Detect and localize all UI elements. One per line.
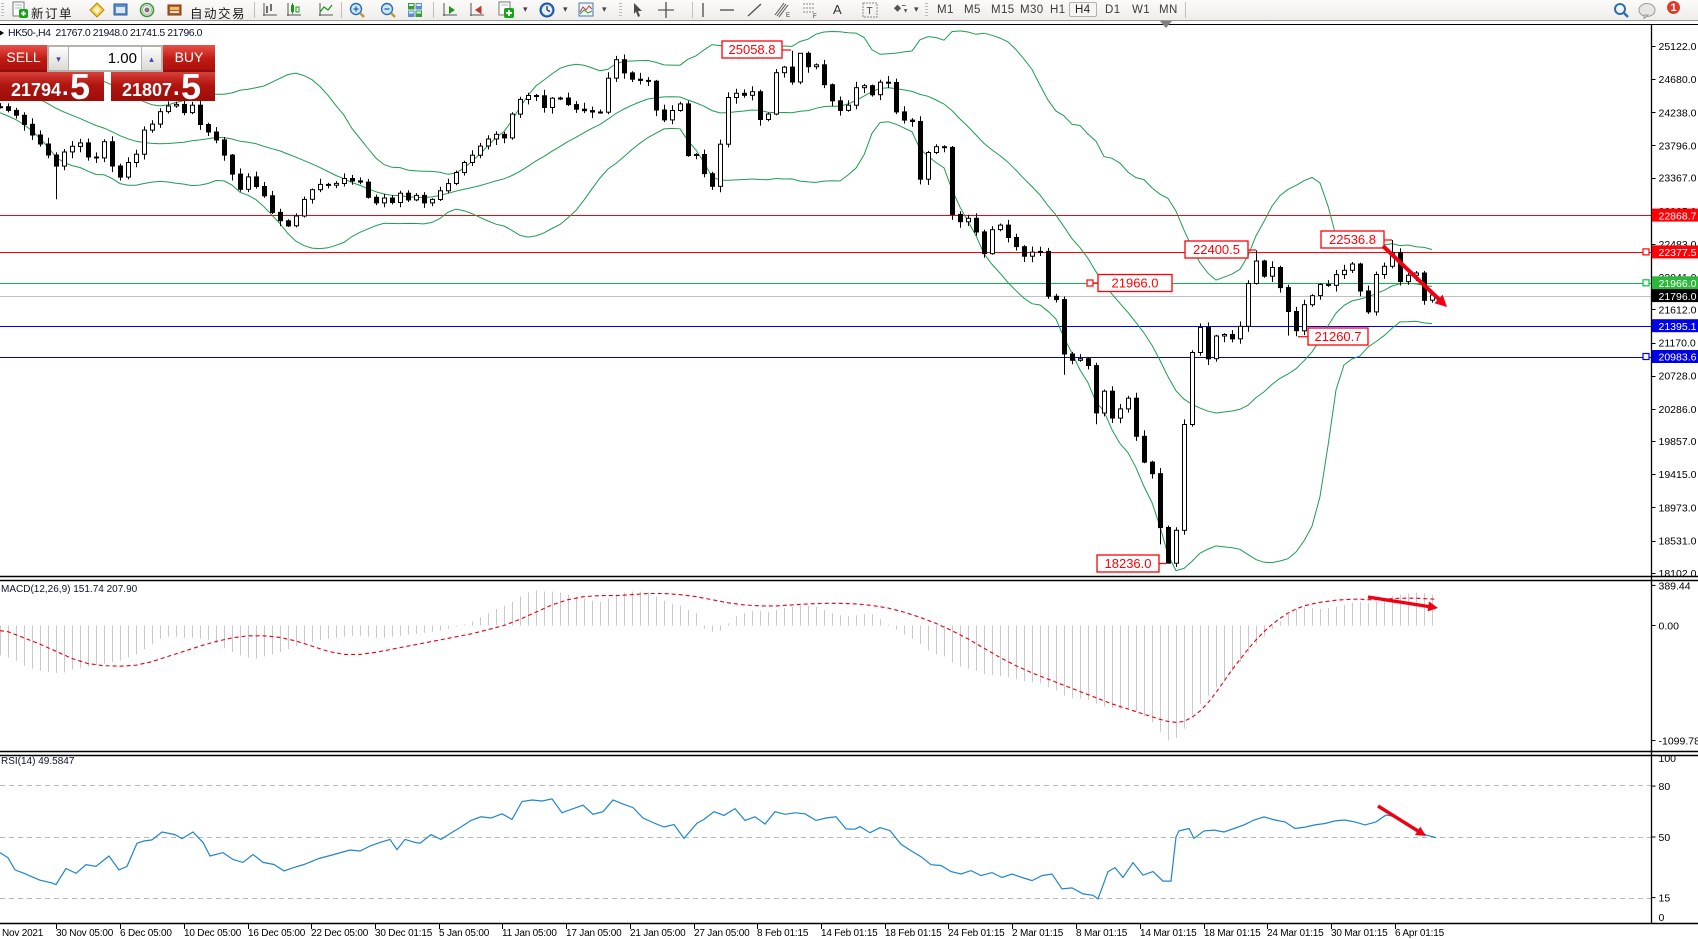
svg-text:30 Nov 05:00: 30 Nov 05:00 [56, 928, 114, 939]
svg-text:18531.0: 18531.0 [1659, 536, 1697, 548]
svg-text:-1099.78: -1099.78 [1659, 736, 1698, 748]
svg-text:20286.0: 20286.0 [1659, 404, 1697, 416]
svg-text:18 Mar 01:15: 18 Mar 01:15 [1204, 928, 1261, 939]
svg-text:50: 50 [1659, 832, 1671, 844]
svg-text:5 Jan 05:00: 5 Jan 05:00 [439, 928, 490, 939]
svg-text:389.44: 389.44 [1659, 580, 1691, 592]
svg-text:22377.5: 22377.5 [1659, 247, 1697, 259]
svg-text:100: 100 [1659, 753, 1677, 765]
svg-text:20983.6: 20983.6 [1659, 352, 1697, 364]
svg-text:8 Feb 01:15: 8 Feb 01:15 [757, 928, 809, 939]
svg-text:24238.0: 24238.0 [1659, 107, 1697, 119]
svg-text:21395.1: 21395.1 [1659, 321, 1697, 333]
svg-text:80: 80 [1659, 781, 1671, 793]
svg-text:17 Jan 05:00: 17 Jan 05:00 [566, 928, 622, 939]
svg-text:27 Jan 05:00: 27 Jan 05:00 [694, 928, 750, 939]
svg-text:22400.5: 22400.5 [1193, 242, 1240, 257]
svg-text:21260.7: 21260.7 [1315, 329, 1362, 344]
svg-text:16 Dec 05:00: 16 Dec 05:00 [248, 928, 306, 939]
svg-text:18102.0: 18102.0 [1659, 568, 1697, 580]
svg-text:18 Feb 01:15: 18 Feb 01:15 [885, 928, 942, 939]
svg-text:25058.8: 25058.8 [729, 42, 776, 57]
svg-text:21170.0: 21170.0 [1659, 338, 1696, 350]
svg-text:18236.0: 18236.0 [1105, 556, 1152, 571]
svg-text:30 Mar 01:15: 30 Mar 01:15 [1331, 928, 1388, 939]
svg-text:21796.0: 21796.0 [1659, 291, 1697, 303]
svg-text:14 Feb 01:15: 14 Feb 01:15 [821, 928, 878, 939]
svg-text:23796.0: 23796.0 [1659, 141, 1697, 153]
svg-text:14 Mar 01:15: 14 Mar 01:15 [1140, 928, 1197, 939]
svg-text:E: E [786, 13, 790, 19]
svg-text:4 Nov 2021: 4 Nov 2021 [0, 928, 44, 939]
svg-text:24 Mar 01:15: 24 Mar 01:15 [1267, 928, 1324, 939]
svg-text:F: F [813, 14, 817, 19]
svg-text:25122.0: 25122.0 [1659, 41, 1697, 53]
svg-text:19857.0: 19857.0 [1659, 436, 1697, 448]
svg-text:0.00: 0.00 [1659, 621, 1680, 633]
svg-text:21966.0: 21966.0 [1659, 278, 1697, 290]
svg-text:6 Apr 01:15: 6 Apr 01:15 [1395, 928, 1445, 939]
svg-text:11 Jan 05:00: 11 Jan 05:00 [502, 928, 557, 939]
svg-text:8 Mar 01:15: 8 Mar 01:15 [1076, 928, 1128, 939]
svg-text:15: 15 [1659, 893, 1671, 905]
svg-text:19415.0: 19415.0 [1659, 469, 1697, 481]
svg-text:30 Dec 01:15: 30 Dec 01:15 [375, 928, 433, 939]
svg-text:2 Mar 01:15: 2 Mar 01:15 [1012, 928, 1064, 939]
svg-text:RSI(14) 49.5847: RSI(14) 49.5847 [1, 756, 75, 767]
svg-text:6 Dec 05:00: 6 Dec 05:00 [120, 928, 172, 939]
svg-text:0: 0 [1659, 912, 1665, 924]
svg-text:18973.0: 18973.0 [1659, 502, 1697, 514]
svg-text:HK50-,H4 21767.0 21948.0 2174: HK50-,H4 21767.0 21948.0 21741.5 21796.0 [8, 27, 203, 39]
svg-text:20728.0: 20728.0 [1659, 371, 1697, 383]
svg-text:MACD(12,26,9) 151.74 207.90: MACD(12,26,9) 151.74 207.90 [1, 584, 138, 595]
svg-text:21966.0: 21966.0 [1112, 276, 1159, 291]
svg-text:22868.7: 22868.7 [1659, 210, 1697, 222]
svg-text:22536.8: 22536.8 [1329, 232, 1376, 247]
svg-text:23367.0: 23367.0 [1659, 173, 1697, 185]
svg-text:21 Jan 05:00: 21 Jan 05:00 [630, 928, 686, 939]
svg-text:10 Dec 05:00: 10 Dec 05:00 [184, 928, 242, 939]
svg-text:24680.0: 24680.0 [1659, 74, 1697, 86]
svg-text:22 Dec 05:00: 22 Dec 05:00 [311, 928, 369, 939]
svg-text:21612.0: 21612.0 [1659, 304, 1697, 316]
svg-text:24 Feb 01:15: 24 Feb 01:15 [948, 928, 1005, 939]
svg-text:T: T [867, 6, 873, 17]
